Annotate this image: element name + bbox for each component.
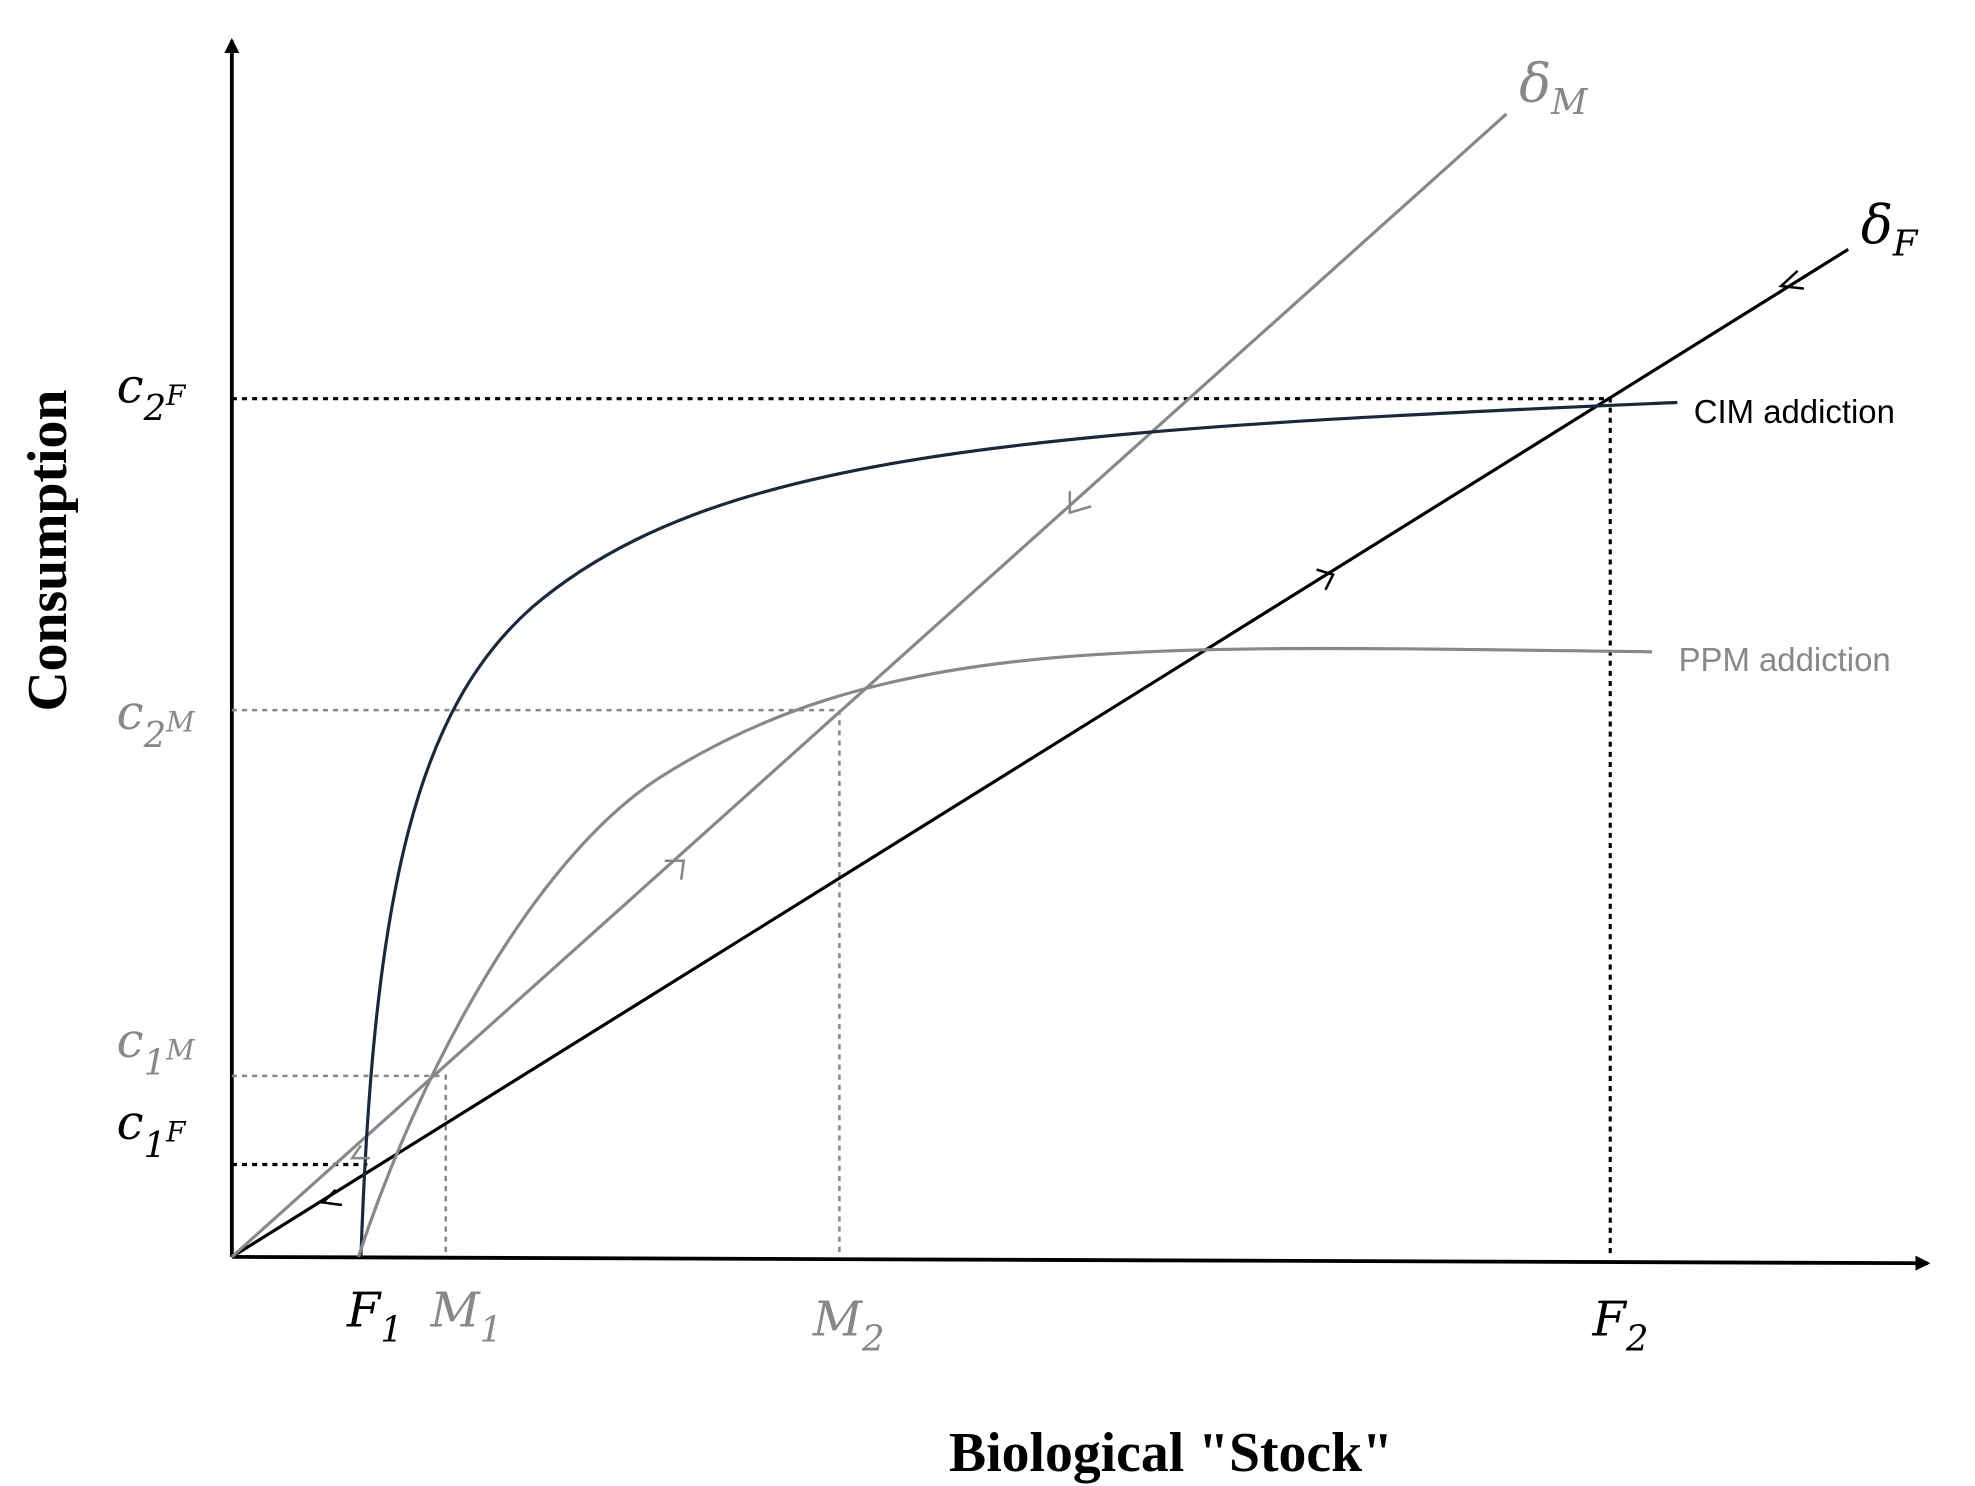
- label-sub: F: [1892, 224, 1919, 265]
- label-base: M: [430, 1283, 482, 1339]
- label-base: δ: [1519, 52, 1551, 114]
- label-base: δ: [1861, 194, 1893, 256]
- arrow: [349, 1144, 370, 1160]
- label-base: c: [117, 1095, 144, 1151]
- ppm-label: PPM addiction: [1679, 641, 1891, 678]
- label-sub: 1: [144, 1043, 167, 1084]
- label-sub: 2: [861, 1319, 885, 1360]
- x-tick-label: M1: [430, 1283, 503, 1351]
- cim-curve: [359, 400, 1678, 1257]
- y-tick-label: c1M: [117, 1013, 196, 1084]
- arrow: [1778, 269, 1805, 290]
- y-tick-label: c2F: [117, 359, 187, 430]
- label-sub: 1: [144, 1125, 167, 1166]
- label-base: F: [1592, 1291, 1628, 1347]
- label-sup: M: [165, 1033, 196, 1066]
- x-tick-label: F1: [346, 1283, 403, 1351]
- label-base: c: [117, 359, 144, 415]
- x-tick-label: M2: [812, 1291, 885, 1359]
- arrow: [664, 859, 686, 880]
- delta-m-line: [230, 112, 1508, 1259]
- label-base: c: [117, 685, 144, 741]
- label-base: c: [117, 1013, 144, 1069]
- delta-f-line: [231, 248, 1850, 1259]
- label-sup: F: [165, 379, 187, 412]
- arrows: [320, 269, 1805, 1207]
- label-sub: 2: [1625, 1319, 1649, 1360]
- label-sub: 1: [380, 1310, 403, 1351]
- label-sub: 2: [143, 388, 167, 429]
- label-sup: M: [165, 706, 196, 739]
- y-tick-label: c2M: [117, 685, 196, 756]
- guide-c1m: [231, 1074, 448, 1257]
- y-tick-label: c1F: [117, 1095, 187, 1166]
- label-sub: 1: [480, 1310, 503, 1351]
- x-tick-label: F2: [1592, 1291, 1649, 1359]
- label-sub: 2: [143, 715, 167, 756]
- ppm-curve: [356, 646, 1653, 1258]
- delta-f-label: δF: [1861, 194, 1919, 265]
- y-axis-label: Consumption: [17, 390, 79, 712]
- arrow: [1316, 568, 1335, 591]
- label-sup: F: [165, 1116, 187, 1149]
- label-sub: M: [1550, 82, 1589, 123]
- x-axis-label: Biological "Stock": [949, 1422, 1393, 1484]
- delta-m-label: δM: [1519, 52, 1589, 123]
- cim-label: CIM addiction: [1694, 393, 1895, 430]
- arrow: [320, 1188, 343, 1207]
- label-base: M: [812, 1291, 864, 1347]
- arrow: [1068, 491, 1092, 515]
- x-axis: [231, 1254, 1931, 1271]
- label-base: F: [346, 1283, 382, 1339]
